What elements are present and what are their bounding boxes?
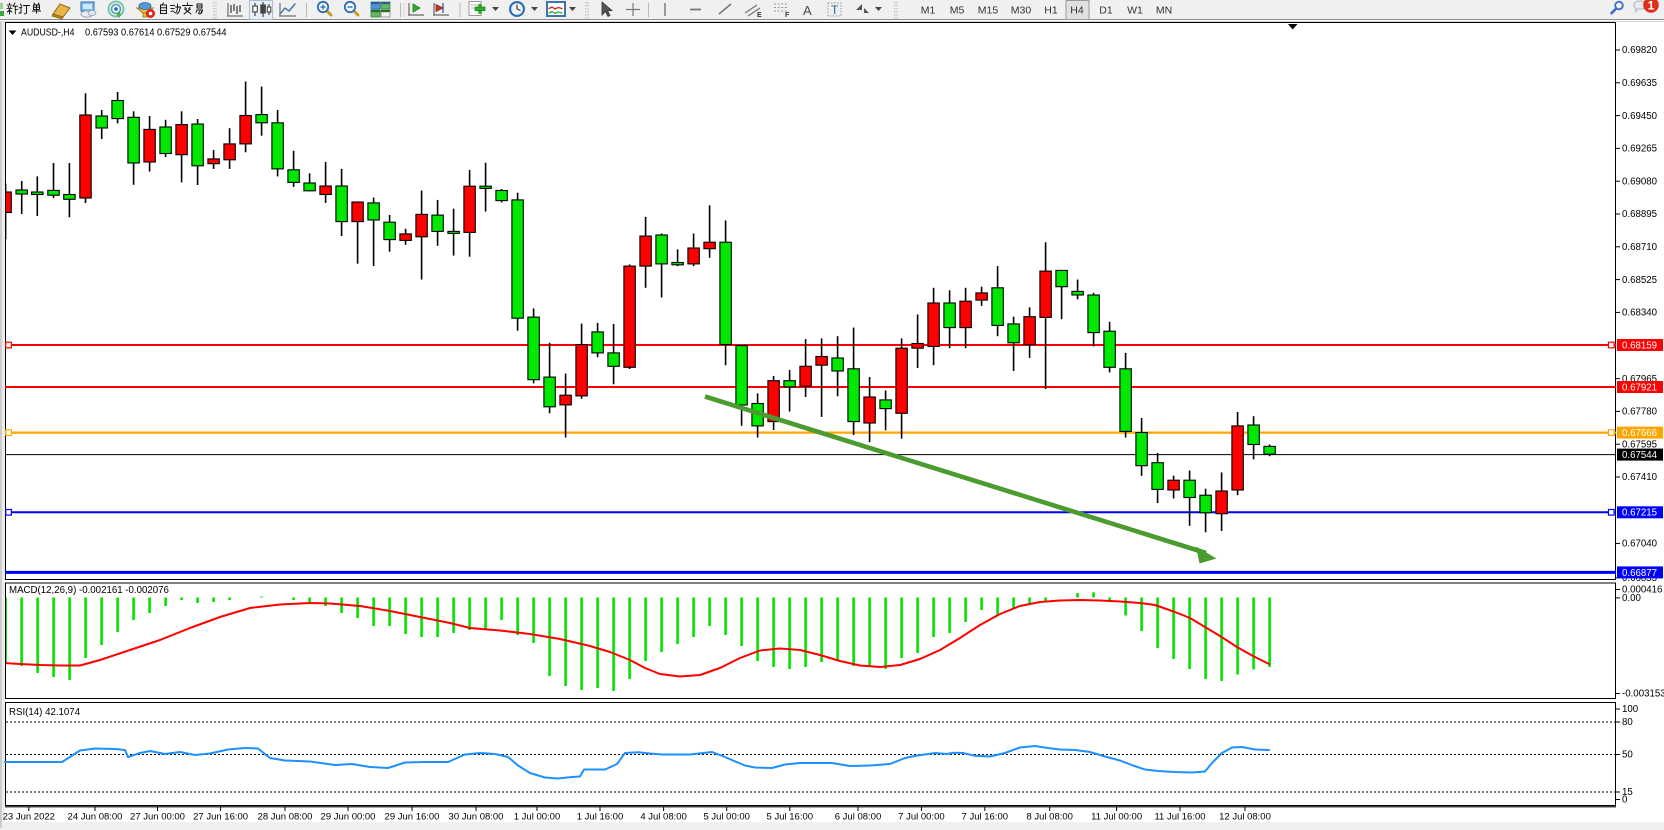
svg-text:8 Jul 08:00: 8 Jul 08:00 (1026, 812, 1072, 823)
svg-text:0.67410: 0.67410 (1622, 472, 1658, 483)
svg-text:D1: D1 (1099, 5, 1113, 17)
svg-text:11 Jul 00:00: 11 Jul 00:00 (1091, 812, 1142, 823)
svg-text:M15: M15 (978, 5, 999, 17)
svg-text:W1: W1 (1127, 5, 1143, 17)
svg-text:0.68159: 0.68159 (1622, 340, 1657, 351)
svg-text:24 Jun 08:00: 24 Jun 08:00 (68, 812, 123, 823)
svg-text:0.69635: 0.69635 (1622, 78, 1657, 89)
svg-text:H1: H1 (1044, 5, 1058, 17)
svg-text:0.67040: 0.67040 (1622, 539, 1658, 550)
svg-text:23 Jun 2022: 23 Jun 2022 (3, 812, 55, 823)
svg-text:0.66855: 0.66855 (1622, 573, 1657, 584)
svg-text:H4: H4 (1070, 5, 1084, 17)
svg-text:0.68340: 0.68340 (1622, 308, 1658, 319)
svg-text:0.67965: 0.67965 (1622, 374, 1657, 385)
svg-text:5 Jul 00:00: 5 Jul 00:00 (703, 812, 749, 823)
svg-text:M1: M1 (921, 5, 936, 17)
svg-text:A: A (803, 3, 812, 18)
svg-text:0.67593 0.67614 0.67529 0.6754: 0.67593 0.67614 0.67529 0.67544 (85, 28, 227, 39)
svg-text:0.67595: 0.67595 (1622, 439, 1657, 450)
svg-text:0.00: 0.00 (1622, 593, 1641, 604)
svg-text:0.67544: 0.67544 (1622, 450, 1658, 461)
svg-text:29 Jun 00:00: 29 Jun 00:00 (321, 812, 376, 823)
svg-text:7 Jul 00:00: 7 Jul 00:00 (898, 812, 944, 823)
svg-text:27 Jun 00:00: 27 Jun 00:00 (130, 812, 185, 823)
svg-text:F: F (785, 12, 790, 19)
svg-text:0.000416: 0.000416 (1622, 585, 1662, 596)
svg-text:100: 100 (1622, 704, 1639, 715)
svg-text:6 Jul 08:00: 6 Jul 08:00 (835, 812, 881, 823)
svg-text:30 Jun 08:00: 30 Jun 08:00 (449, 812, 504, 823)
svg-text:MN: MN (1156, 5, 1172, 17)
svg-text:1: 1 (1648, 0, 1655, 12)
svg-text:MACD(12,26,9) -0.002161 -0.002: MACD(12,26,9) -0.002161 -0.002076 (9, 585, 169, 596)
svg-text:27 Jun 16:00: 27 Jun 16:00 (193, 812, 248, 823)
svg-text:15: 15 (1622, 787, 1633, 798)
svg-text:0.68895: 0.68895 (1622, 209, 1657, 220)
svg-text:M5: M5 (950, 5, 965, 17)
svg-text:0.69820: 0.69820 (1622, 45, 1658, 56)
svg-text:0.67921: 0.67921 (1622, 382, 1657, 393)
svg-text:1 Jul 16:00: 1 Jul 16:00 (577, 812, 623, 823)
svg-text:0.66877: 0.66877 (1622, 568, 1657, 579)
svg-text:5 Jul 16:00: 5 Jul 16:00 (767, 812, 813, 823)
svg-text:28 Jun 08:00: 28 Jun 08:00 (258, 812, 313, 823)
svg-text:-0.003153: -0.003153 (1622, 689, 1664, 700)
svg-text:M30: M30 (1011, 5, 1032, 17)
svg-text:0.67666: 0.67666 (1622, 428, 1657, 439)
svg-text:80: 80 (1622, 717, 1633, 728)
svg-text:0: 0 (1622, 795, 1628, 806)
svg-text:50: 50 (1622, 750, 1633, 761)
svg-text:7 Jul 16:00: 7 Jul 16:00 (962, 812, 1008, 823)
svg-text:29 Jun 16:00: 29 Jun 16:00 (385, 812, 440, 823)
svg-text:11 Jul 16:00: 11 Jul 16:00 (1154, 812, 1205, 823)
svg-text:0.67780: 0.67780 (1622, 407, 1658, 418)
svg-text:12 Jul 08:00: 12 Jul 08:00 (1219, 812, 1271, 823)
svg-text:T: T (831, 3, 839, 17)
svg-text:0.69450: 0.69450 (1622, 111, 1658, 122)
svg-text:0.68525: 0.68525 (1622, 275, 1657, 286)
svg-text:E: E (757, 12, 762, 19)
svg-text:0.68710: 0.68710 (1622, 242, 1658, 253)
svg-text:AUDUSD-,H4: AUDUSD-,H4 (21, 28, 75, 39)
svg-text:0.69080: 0.69080 (1622, 176, 1658, 187)
svg-text:0.67215: 0.67215 (1622, 508, 1657, 519)
svg-text:1 Jul 00:00: 1 Jul 00:00 (514, 812, 560, 823)
svg-text:RSI(14) 42.1074: RSI(14) 42.1074 (9, 707, 81, 718)
svg-text:0.69265: 0.69265 (1622, 144, 1657, 155)
svg-text:4 Jul 08:00: 4 Jul 08:00 (640, 812, 686, 823)
